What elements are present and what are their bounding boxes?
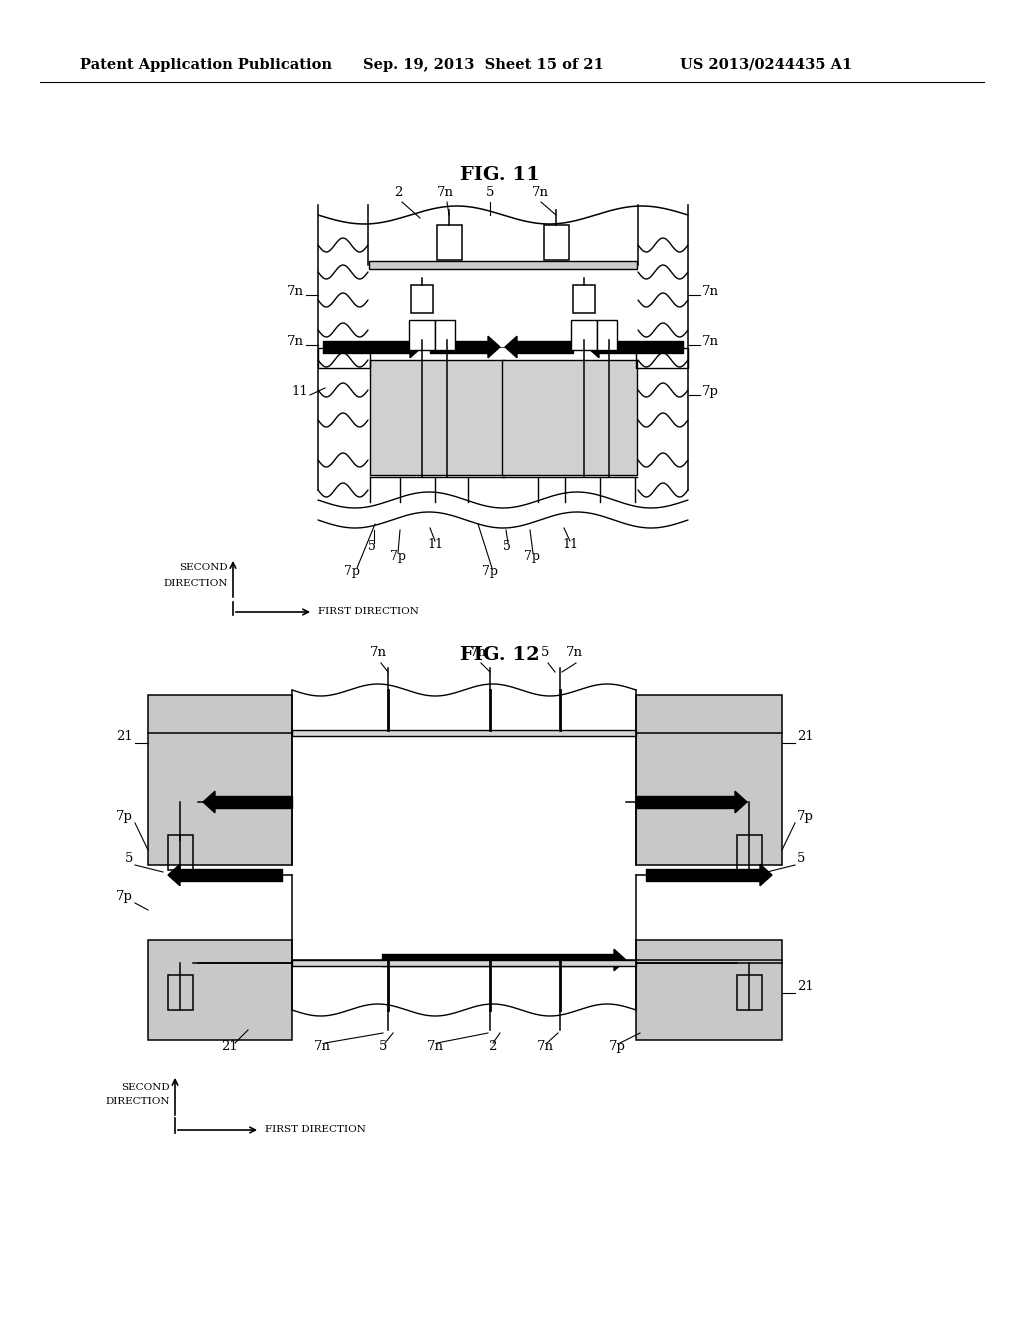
- Text: 7n: 7n: [537, 1040, 554, 1053]
- Text: 7p: 7p: [482, 565, 498, 578]
- Bar: [411, 285, 433, 313]
- Polygon shape: [203, 791, 215, 813]
- Bar: [636, 348, 688, 368]
- Bar: [369, 261, 637, 269]
- Text: 7p: 7p: [702, 385, 719, 399]
- Text: FIRST DIRECTION: FIRST DIRECTION: [318, 607, 419, 616]
- Text: 7n: 7n: [436, 186, 454, 199]
- Text: DIRECTION: DIRECTION: [105, 1097, 170, 1106]
- Bar: [292, 730, 636, 737]
- Bar: [597, 319, 617, 350]
- Polygon shape: [488, 337, 500, 358]
- Bar: [148, 696, 292, 865]
- Bar: [737, 975, 762, 1010]
- Text: 7n: 7n: [702, 285, 719, 298]
- Text: 21: 21: [117, 730, 133, 743]
- Bar: [437, 224, 462, 260]
- Text: 7p: 7p: [608, 1040, 626, 1053]
- Text: 2: 2: [394, 186, 402, 199]
- Bar: [636, 696, 782, 865]
- Text: 7p: 7p: [390, 550, 406, 564]
- Bar: [502, 360, 637, 475]
- Text: 5: 5: [541, 645, 549, 659]
- Text: 7n: 7n: [469, 645, 486, 659]
- Polygon shape: [505, 337, 517, 358]
- Text: 7p: 7p: [116, 810, 133, 822]
- Bar: [573, 285, 595, 313]
- Text: 7p: 7p: [524, 550, 540, 564]
- Text: DIRECTION: DIRECTION: [164, 578, 228, 587]
- Bar: [292, 960, 636, 966]
- Text: 5: 5: [125, 851, 133, 865]
- Polygon shape: [735, 791, 746, 813]
- Bar: [409, 319, 435, 350]
- Text: 11: 11: [562, 539, 578, 550]
- Text: 5: 5: [503, 540, 511, 553]
- Polygon shape: [168, 865, 180, 886]
- Bar: [737, 836, 762, 870]
- Text: 5: 5: [379, 1040, 387, 1053]
- Text: 7n: 7n: [287, 285, 304, 298]
- Text: 7n: 7n: [565, 645, 583, 659]
- Text: FIRST DIRECTION: FIRST DIRECTION: [265, 1126, 366, 1134]
- Text: 21: 21: [797, 979, 814, 993]
- Text: 21: 21: [797, 730, 814, 743]
- Bar: [636, 940, 782, 1040]
- Text: 5: 5: [368, 540, 376, 553]
- Polygon shape: [760, 865, 772, 886]
- Text: Sep. 19, 2013  Sheet 15 of 21: Sep. 19, 2013 Sheet 15 of 21: [362, 58, 604, 73]
- Text: 5: 5: [797, 851, 805, 865]
- Bar: [168, 836, 193, 870]
- Text: 11: 11: [427, 539, 443, 550]
- Text: Patent Application Publication: Patent Application Publication: [80, 58, 332, 73]
- Text: US 2013/0244435 A1: US 2013/0244435 A1: [680, 58, 852, 73]
- Bar: [571, 319, 597, 350]
- Text: FIG. 12: FIG. 12: [460, 645, 540, 664]
- Bar: [168, 975, 193, 1010]
- Text: 7n: 7n: [531, 186, 549, 199]
- Text: 11: 11: [291, 385, 308, 399]
- Text: 21: 21: [221, 1040, 239, 1053]
- Text: 7p: 7p: [344, 565, 360, 578]
- Bar: [370, 360, 505, 475]
- Text: 7n: 7n: [370, 645, 386, 659]
- Text: 5: 5: [485, 186, 495, 199]
- Text: 7n: 7n: [702, 335, 719, 348]
- Polygon shape: [587, 337, 599, 358]
- Bar: [148, 940, 292, 1040]
- Text: 2: 2: [487, 1040, 497, 1053]
- Text: 7p: 7p: [116, 890, 133, 903]
- Text: 7n: 7n: [313, 1040, 331, 1053]
- Text: SECOND: SECOND: [179, 564, 228, 573]
- Bar: [318, 348, 370, 368]
- Text: 7n: 7n: [287, 335, 304, 348]
- Bar: [435, 319, 455, 350]
- Text: 7n: 7n: [427, 1040, 443, 1053]
- Polygon shape: [410, 337, 422, 358]
- Text: FIG. 11: FIG. 11: [460, 166, 540, 183]
- Bar: [544, 224, 569, 260]
- Text: SECOND: SECOND: [122, 1082, 170, 1092]
- Polygon shape: [614, 949, 626, 970]
- Text: 7p: 7p: [797, 810, 814, 822]
